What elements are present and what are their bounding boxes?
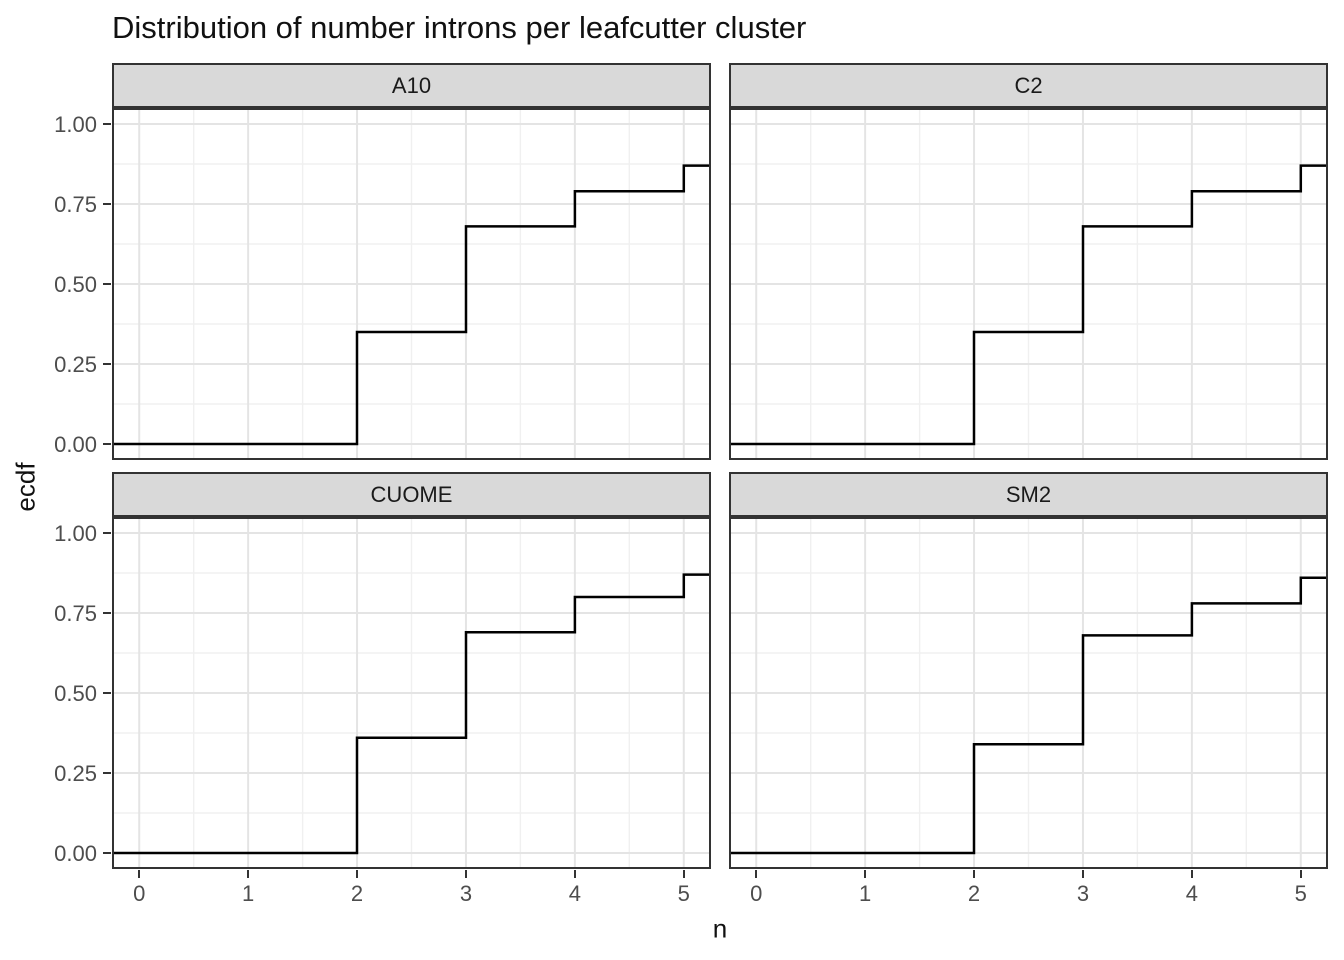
x-tick-mark — [682, 870, 685, 878]
facet-strip-label: C2 — [1014, 72, 1043, 98]
x-tick-label: 3 — [459, 881, 473, 906]
y-tick-label: 0.75 — [54, 192, 97, 217]
x-tick-mark — [864, 870, 867, 878]
facet-strip-c2: C2 — [729, 63, 1328, 108]
facet-strip-a10: A10 — [112, 63, 711, 108]
facet-panel-cuome — [112, 517, 711, 869]
x-tick-label: 1 — [859, 881, 872, 906]
facet-strip-sm2: SM2 — [729, 472, 1328, 517]
ecdf-plot-a10 — [114, 110, 709, 458]
y-tick-label: 0.25 — [54, 352, 97, 377]
x-tick-mark — [464, 870, 467, 878]
x-tick-mark — [1081, 870, 1084, 878]
facet-strip-label: A10 — [391, 72, 432, 98]
facet-panel-c2 — [729, 108, 1328, 460]
x-tick-label: 1 — [242, 881, 255, 906]
y-tick-label: 0.75 — [54, 601, 97, 626]
x-tick-mark — [247, 870, 250, 878]
y-tick-label: 0.25 — [54, 761, 97, 786]
ecdf-plot-c2 — [731, 110, 1326, 458]
y-tick-label: 0.00 — [54, 432, 97, 457]
x-tick-mark — [573, 870, 576, 878]
y-tick-label: 0.00 — [54, 841, 97, 866]
y-tick-label: 0.50 — [54, 681, 97, 706]
facet-strip-label: SM2 — [1005, 481, 1052, 507]
y-tick-mark — [103, 612, 111, 614]
x-tick-label: 5 — [677, 881, 690, 906]
ecdf-step-line — [731, 164, 1326, 446]
y-tick-mark — [103, 443, 111, 445]
facet-panel-sm2 — [729, 517, 1328, 869]
chart-title: Distribution of number introns per leafc… — [112, 10, 807, 45]
x-tick-label: 4 — [568, 881, 581, 906]
y-tick-mark — [103, 692, 111, 694]
x-tick-mark — [1299, 870, 1302, 878]
x-tick-mark — [755, 870, 758, 878]
y-tick-label: 1.00 — [54, 112, 97, 137]
x-tick-mark — [973, 870, 976, 878]
x-tick-label: 3 — [1076, 881, 1090, 906]
x-tick-label: 0 — [750, 881, 763, 906]
x-tick-label: 5 — [1294, 881, 1307, 906]
x-tick-label: 4 — [1185, 881, 1198, 906]
x-tick-mark — [1190, 870, 1193, 878]
ecdf-step-line — [114, 573, 709, 855]
y-tick-mark — [103, 772, 111, 774]
y-axis-title: ecdf — [10, 462, 41, 512]
ecdf-plot-sm2 — [731, 519, 1326, 867]
y-tick-mark — [103, 283, 111, 285]
x-tick-label: 2 — [350, 881, 364, 906]
ecdf-step-line — [114, 164, 709, 446]
x-tick-mark — [356, 870, 359, 878]
x-tick-mark — [138, 870, 141, 878]
ecdf-plot-cuome — [114, 519, 709, 867]
y-tick-mark — [103, 852, 111, 854]
x-axis-title: n — [712, 913, 728, 944]
y-tick-mark — [103, 532, 111, 534]
y-tick-mark — [103, 203, 111, 205]
facet-strip-cuome: CUOME — [112, 472, 711, 517]
facet-strip-label: CUOME — [370, 481, 453, 507]
x-tick-label: 2 — [967, 881, 981, 906]
y-tick-mark — [103, 363, 111, 365]
y-tick-label: 1.00 — [54, 521, 97, 546]
y-tick-label: 0.50 — [54, 272, 97, 297]
x-tick-label: 0 — [133, 881, 146, 906]
facet-panel-a10 — [112, 108, 711, 460]
ecdf-step-line — [731, 576, 1326, 855]
y-tick-mark — [103, 123, 111, 125]
